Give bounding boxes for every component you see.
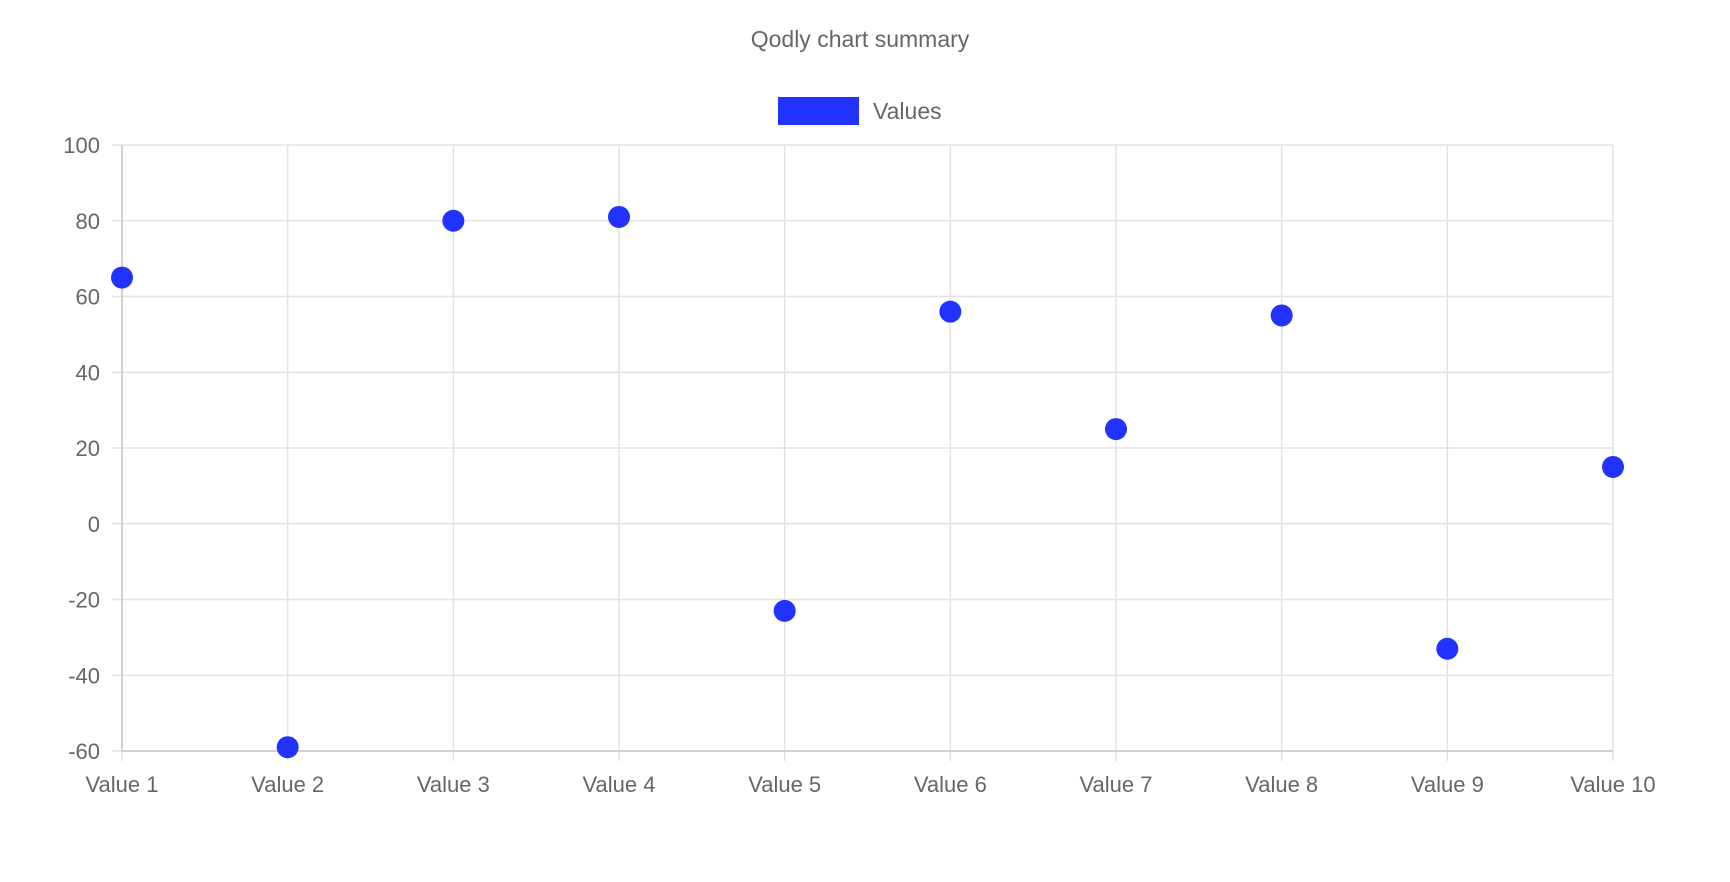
chart-title: Qodly chart summary (751, 26, 970, 52)
data-point-7[interactable] (1105, 418, 1127, 441)
axes (121, 145, 1613, 752)
legend-label-values[interactable]: Values (873, 98, 942, 124)
data-point-1[interactable] (111, 266, 133, 289)
y-tick-label: -20 (68, 588, 100, 613)
x-tick-label: Value 3 (417, 772, 490, 797)
data-point-5[interactable] (773, 599, 796, 622)
x-tick-label: Value 7 (1080, 772, 1153, 797)
y-axis-tick-labels: 100 80 60 40 20 0 -20 -40 -60 (63, 133, 100, 764)
y-tick-label: 40 (76, 360, 100, 385)
data-point-2[interactable] (276, 736, 299, 759)
x-tick-label: Value 5 (748, 772, 821, 797)
x-tick-label: Value 1 (86, 772, 159, 797)
x-tick-label: Value 4 (583, 772, 656, 797)
y-tick-label: -40 (68, 663, 100, 688)
data-point-6[interactable] (939, 300, 962, 323)
data-point-10[interactable] (1602, 455, 1624, 478)
data-point-3[interactable] (442, 209, 465, 232)
x-tick-label: Value 8 (1245, 772, 1318, 797)
y-tick-label: 100 (63, 133, 100, 158)
data-point-4[interactable] (608, 205, 630, 228)
y-tick-label: 0 (88, 512, 100, 537)
data-point-9[interactable] (1436, 637, 1459, 660)
y-tick-label: -60 (68, 739, 100, 764)
x-tick-label: Value 6 (914, 772, 987, 797)
data-points[interactable] (111, 205, 1624, 759)
legend[interactable]: Values (778, 97, 942, 125)
y-tick-label: 60 (76, 285, 100, 310)
grid-lines (112, 144, 1614, 761)
y-tick-label: 80 (76, 209, 100, 234)
data-point-8[interactable] (1270, 304, 1293, 327)
x-tick-label: Value 9 (1411, 772, 1484, 797)
y-tick-label: 20 (76, 436, 100, 461)
x-tick-label: Value 10 (1570, 772, 1655, 797)
legend-swatch-values[interactable] (778, 97, 859, 125)
x-tick-label: Value 2 (251, 772, 324, 797)
x-axis-tick-labels: Value 1 Value 2 Value 3 Value 4 Value 5 Value… (86, 772, 1656, 797)
